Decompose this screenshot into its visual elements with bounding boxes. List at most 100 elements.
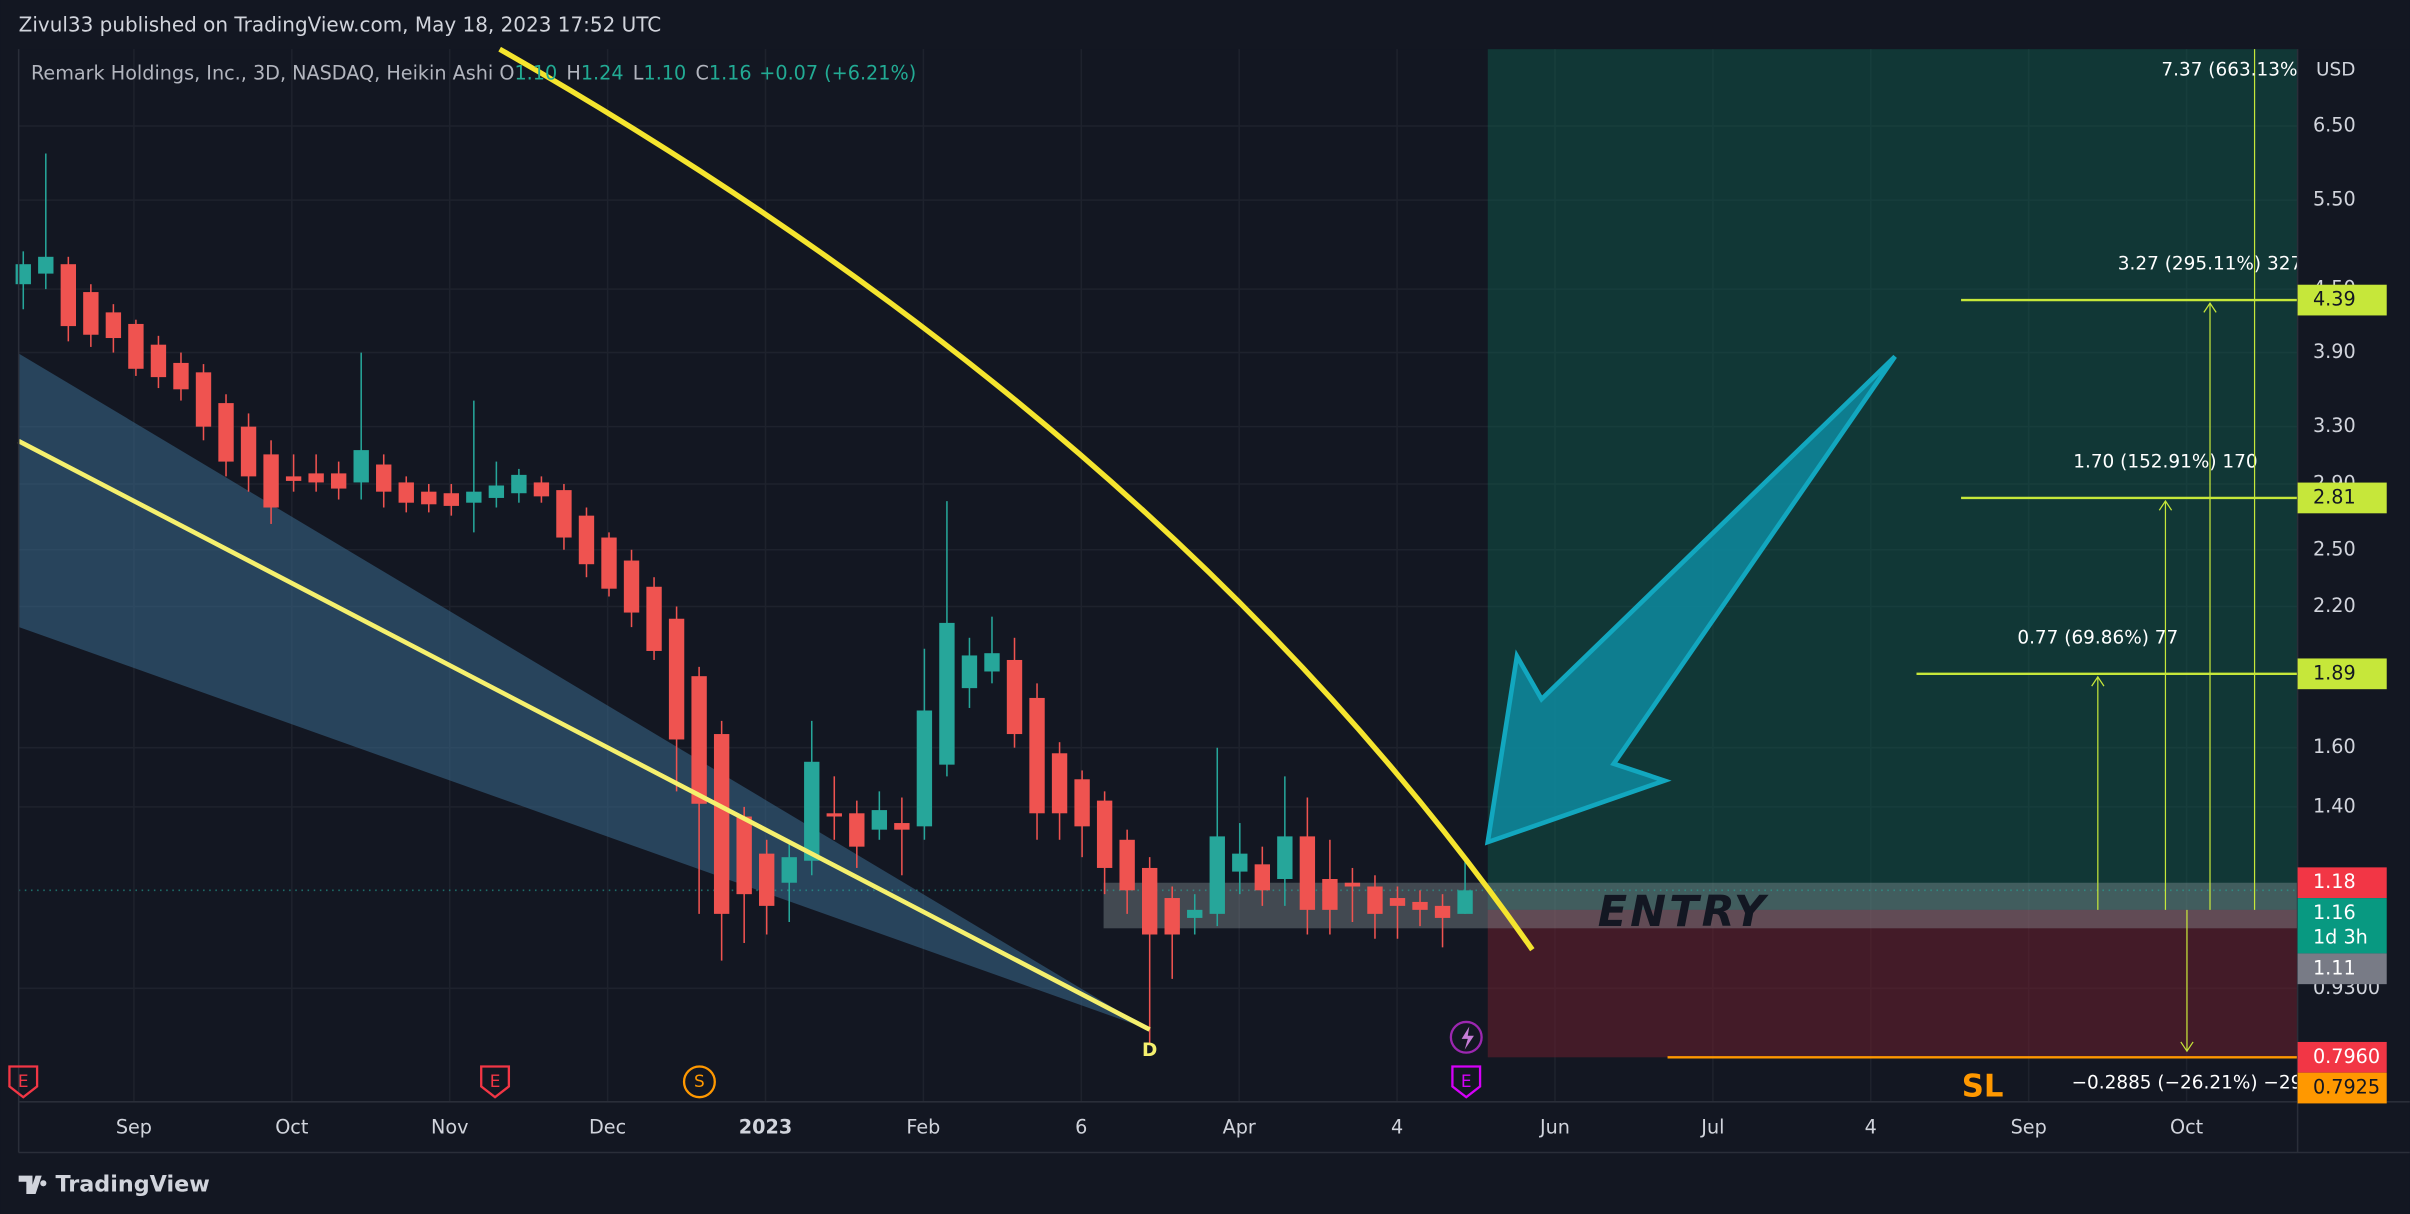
channel xyxy=(18,353,1150,1030)
candle-body xyxy=(533,482,550,497)
candle-body xyxy=(443,493,459,506)
legend-key: L xyxy=(633,61,644,84)
candle-body xyxy=(916,710,933,827)
candle-body xyxy=(128,323,144,369)
trend-line xyxy=(17,438,1151,1032)
loss-zone xyxy=(1487,909,2298,1058)
event-marker xyxy=(480,1065,511,1099)
candle-body xyxy=(421,491,437,505)
legend-value: 1.16 xyxy=(709,61,752,84)
target-text: 3.27 (295.11%) 327 xyxy=(2118,254,2302,275)
candle-body xyxy=(173,362,189,390)
x-tick-label: 4 xyxy=(1391,1115,1403,1138)
candle-body xyxy=(218,403,234,462)
x-tick-label: Sep xyxy=(116,1115,152,1138)
event-marker xyxy=(1451,1065,1482,1099)
price-badge-label: 0.7960 xyxy=(2313,1045,2380,1068)
candle-body xyxy=(1367,886,1383,914)
candle-body xyxy=(105,312,122,339)
candle-body xyxy=(1434,905,1451,918)
price-badge xyxy=(2297,867,2387,899)
legend: Remark Holdings, Inc., 3D, NASDAQ, Heiki… xyxy=(31,61,916,84)
candle-body xyxy=(60,264,77,327)
legend-change: +0.07 (+6.21%) xyxy=(759,61,916,84)
legend-symbol: Remark Holdings, Inc., 3D, NASDAQ, Heiki… xyxy=(31,61,493,84)
candle-body xyxy=(1141,867,1158,935)
candle-body xyxy=(1187,909,1203,918)
candle-body xyxy=(781,857,797,883)
candle-body xyxy=(83,292,99,335)
x-tick-label: Jul xyxy=(1700,1115,1724,1138)
logo xyxy=(18,1175,47,1195)
candle-body xyxy=(308,473,324,483)
x-tick-label: Dec xyxy=(589,1115,626,1138)
candle-body xyxy=(195,372,212,427)
y-tick-label: 3.90 xyxy=(2313,340,2356,363)
candle-body xyxy=(1344,882,1361,887)
price-badge xyxy=(2297,1072,2387,1104)
candle-body xyxy=(1164,898,1180,935)
candle-body xyxy=(1299,836,1316,910)
y-tick-label: 1.60 xyxy=(2313,735,2356,758)
stop-label: SL xyxy=(1962,1068,2004,1104)
price-badge-label: 1.16 xyxy=(2313,901,2356,924)
candle-body xyxy=(646,586,662,651)
legend-key: O xyxy=(499,61,514,84)
arrow-head xyxy=(2158,499,2173,511)
candle-body xyxy=(38,256,54,274)
candle-body xyxy=(1457,890,1473,914)
pivot-label: D xyxy=(1142,1040,1157,1061)
legend-key: C xyxy=(695,61,708,84)
arrow-drawing xyxy=(1484,354,1897,846)
price-badge xyxy=(2297,898,2387,954)
candle-body xyxy=(1119,839,1135,891)
y-tick-label: 1.40 xyxy=(2313,794,2356,817)
publish-header: Zivul33 published on TradingView.com, Ma… xyxy=(19,13,662,37)
price-badge-label: 1.18 xyxy=(2313,870,2356,893)
event-marker xyxy=(682,1065,716,1099)
candle-body xyxy=(376,464,392,492)
event-label: E xyxy=(1461,1071,1472,1091)
candle-body xyxy=(984,653,1000,672)
x-tick-label: 4 xyxy=(1865,1115,1877,1138)
candle-body xyxy=(759,853,775,906)
candle-body xyxy=(601,537,617,589)
x-tick-label: Jun xyxy=(1539,1115,1570,1138)
price-badge-sub: 1d 3h xyxy=(2313,926,2368,949)
currency-label: USD xyxy=(2316,60,2355,81)
price-badge-label: 2.81 xyxy=(2313,485,2356,508)
price-badge-label: 1.89 xyxy=(2313,661,2356,684)
candle-body xyxy=(1209,836,1225,914)
candle-body xyxy=(961,655,978,689)
x-tick-label: Oct xyxy=(2170,1115,2204,1138)
candle-body xyxy=(1074,779,1090,827)
footer-brand: TradingView xyxy=(56,1171,210,1197)
candles xyxy=(15,153,1473,1045)
candle-body xyxy=(285,476,302,481)
candle-body xyxy=(578,515,595,565)
price-badge xyxy=(2297,1041,2387,1073)
price-badge xyxy=(2297,953,2387,985)
candle-body xyxy=(1029,697,1045,814)
candle-body xyxy=(150,344,167,378)
arrow-head xyxy=(2180,1041,2194,1053)
candle-body xyxy=(353,450,369,483)
candle-body xyxy=(1389,898,1406,906)
candle-body xyxy=(1412,901,1428,910)
x-tick-label: Sep xyxy=(2011,1115,2047,1138)
x-tick-label: Nov xyxy=(431,1115,468,1138)
price-badge-label: 1.11 xyxy=(2313,956,2356,979)
arrow-head xyxy=(2203,302,2217,313)
y-tick-label: 2.50 xyxy=(2313,537,2356,560)
entry-label: ENTRY xyxy=(1598,887,1769,937)
candle-body xyxy=(668,618,685,740)
candle-body xyxy=(1322,878,1338,910)
candle-body xyxy=(488,485,505,498)
y-tick-label: 3.30 xyxy=(2313,414,2356,437)
price-badge xyxy=(2297,658,2387,690)
legend-value: 1.10 xyxy=(644,61,687,84)
event-label: E xyxy=(18,1071,29,1091)
event-icon xyxy=(1461,1026,1474,1050)
candle-body xyxy=(1051,753,1068,814)
